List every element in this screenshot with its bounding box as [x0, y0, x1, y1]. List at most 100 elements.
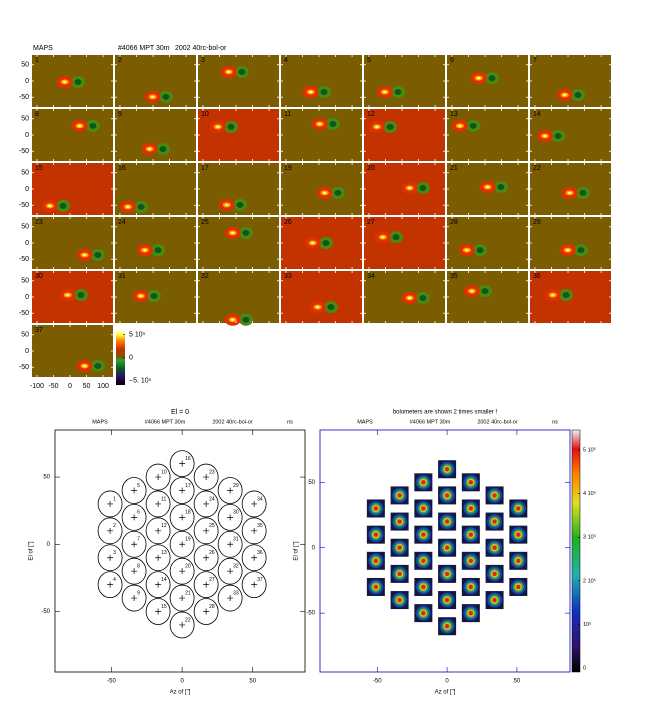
- y-tick-label: 0: [25, 186, 29, 193]
- bolometer-label: 9: [137, 590, 140, 596]
- source-peak: [226, 70, 231, 74]
- negative-beam: [159, 145, 167, 152]
- bolometer-center: [107, 554, 114, 561]
- bolometer-beam: [217, 557, 243, 585]
- beam-core: [492, 597, 497, 603]
- negative-beam: [59, 202, 67, 209]
- x-tick-label: -50: [107, 679, 116, 685]
- beam-core: [444, 519, 450, 524]
- negative-beam: [242, 316, 250, 323]
- beam-core: [468, 558, 474, 564]
- bolometer-center: [251, 554, 258, 561]
- x-tick-label: 0: [180, 679, 184, 685]
- colorbar-tick-label: 10⁵: [583, 621, 591, 628]
- header-middle: #4066 MPT 30m: [118, 45, 170, 52]
- bolometer-center: [155, 554, 162, 561]
- negative-beam: [94, 362, 102, 369]
- bolometer-center: [203, 554, 210, 561]
- negative-beam: [334, 189, 342, 196]
- beam-core: [516, 506, 521, 511]
- bolometer-label: 16: [185, 456, 191, 462]
- plot-subtitle: 2002 40rc-bol-or: [477, 419, 518, 425]
- negative-beam: [419, 294, 427, 301]
- source-peak: [562, 93, 567, 97]
- bolometer-label: 37: [257, 577, 263, 583]
- beam-core: [468, 584, 474, 590]
- negative-beam: [386, 123, 394, 130]
- bolometer-center: [131, 487, 138, 494]
- bolometer-beam: [121, 584, 147, 612]
- y-tick-label: 0: [25, 132, 29, 139]
- x-tick-label: 0: [445, 679, 449, 685]
- negative-beam: [94, 252, 102, 259]
- plot-subtitle: MAPS: [357, 419, 373, 425]
- y-tick-label: -50: [41, 609, 50, 615]
- y-tick-label: -50: [19, 148, 29, 155]
- source-peak: [216, 125, 220, 129]
- bolometer-center: [203, 474, 210, 481]
- y-tick-label: 0: [25, 294, 29, 301]
- source-peak: [138, 294, 143, 298]
- source-peak: [62, 80, 67, 84]
- bolometer-center: [131, 595, 138, 602]
- map-panel: [198, 217, 279, 269]
- bolometer-label: 20: [185, 563, 191, 569]
- x-tick-label: -50: [373, 679, 382, 685]
- x-tick-label: -50: [48, 383, 58, 390]
- bolometer-center: [179, 487, 186, 494]
- negative-beam: [574, 91, 582, 98]
- map-panel: [364, 217, 445, 269]
- bolometer-center: [131, 568, 138, 575]
- bolometer-center: [227, 514, 234, 521]
- map-panel: [447, 271, 528, 323]
- bolometer-beam: [121, 557, 147, 585]
- plot-subtitle: #4066 MPT 30m: [410, 419, 451, 425]
- plot-frame: [54, 429, 306, 673]
- negative-beam: [238, 68, 246, 75]
- beam-core: [373, 558, 379, 564]
- source-peak: [317, 122, 322, 126]
- bolometer-center: [155, 581, 162, 588]
- bolometer-label: 22: [185, 617, 191, 623]
- map-panel: [32, 109, 113, 161]
- panel-label: 2: [118, 57, 122, 64]
- bolometer-beam: [145, 571, 171, 599]
- bolometer-center: [179, 595, 186, 602]
- bolometer-beam: [121, 503, 147, 531]
- bolometer-label: 7: [137, 537, 140, 543]
- plot-title: El = 0: [171, 409, 189, 416]
- panel-label: 27: [367, 219, 375, 226]
- panel-label: 20: [367, 165, 375, 172]
- panel-label: 3: [201, 57, 205, 64]
- source-peak: [82, 364, 87, 368]
- bolometer-label: 32: [233, 563, 239, 569]
- beam-core: [421, 532, 426, 537]
- panel-label: 10: [201, 111, 209, 118]
- y-tick-label: 50: [21, 224, 29, 231]
- panel-label: 16: [118, 165, 126, 172]
- bolometer-beam: [241, 571, 267, 599]
- panel-label: 34: [367, 273, 375, 280]
- beam-core: [468, 532, 474, 537]
- source-peak: [224, 203, 229, 207]
- y-axis-label: El of ["]: [294, 541, 300, 560]
- panel-label: 32: [201, 273, 209, 280]
- y-tick-label: 50: [21, 170, 29, 177]
- y-tick-label: -50: [19, 202, 29, 209]
- bolometer-beam: [241, 490, 267, 518]
- beam-core: [492, 571, 497, 577]
- source-peak: [65, 293, 70, 297]
- map-panel: [364, 55, 445, 107]
- source-peak: [126, 205, 130, 209]
- source-peak: [565, 248, 570, 252]
- map-panel: [198, 109, 279, 161]
- beam-core: [468, 480, 474, 485]
- source-peak: [82, 253, 87, 257]
- y-tick-label: 50: [308, 480, 315, 486]
- bolometer-beam: [193, 463, 219, 491]
- bolometer-center: [107, 581, 114, 588]
- x-axis-label: Az of ["]: [170, 690, 191, 696]
- y-tick-label: 50: [21, 116, 29, 123]
- bolometer-center: [179, 541, 186, 548]
